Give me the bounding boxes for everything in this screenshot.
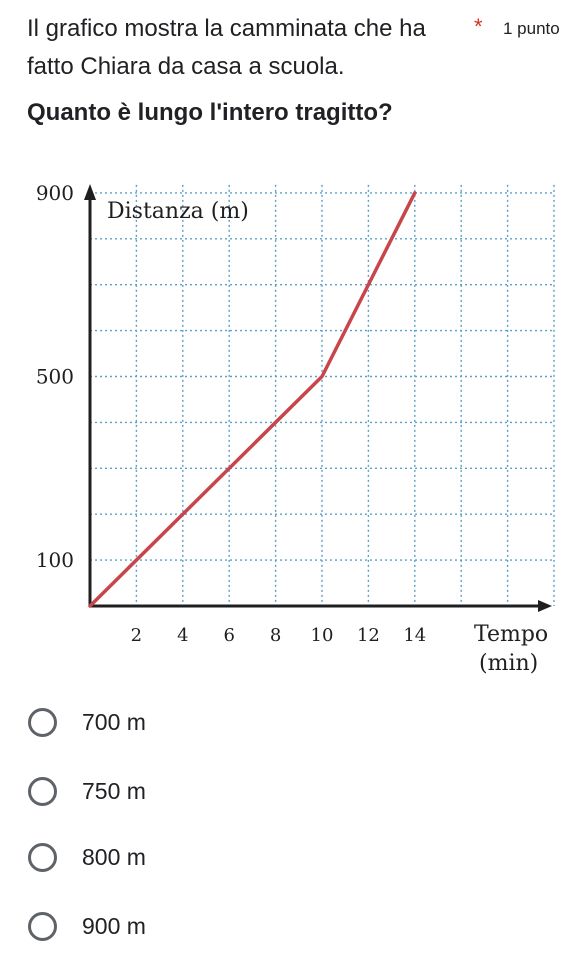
- x-tick-label: 10: [311, 625, 334, 646]
- x-tick-label: 4: [177, 625, 188, 646]
- radio-button[interactable]: [28, 842, 57, 872]
- question-prompt: Quanto è lungo l'intero tragitto?: [27, 99, 393, 126]
- x-axis-label-line2: (min): [479, 651, 538, 676]
- option-label: 800 m: [82, 843, 146, 870]
- y-axis-label: Distanza (m): [107, 199, 249, 224]
- chart-axes: [84, 184, 552, 612]
- option-label: 700 m: [82, 708, 146, 735]
- radio-button[interactable]: [28, 911, 57, 941]
- points-label: 1 punto: [503, 19, 560, 38]
- option-750[interactable]: 750 m: [28, 769, 146, 813]
- x-tick-label: 6: [223, 625, 234, 646]
- x-tick-label: 8: [270, 625, 281, 646]
- x-axis-label-line1: Tempo: [474, 622, 548, 647]
- chart-ticks: 2 4 6 8 10 12 14 100 500 900: [36, 181, 426, 646]
- chart-series: [88, 191, 417, 608]
- distance-time-chart: 2 4 6 8 10 12 14 100 500 900 Distanza (m) Tempo (…: [36, 181, 555, 676]
- option-700[interactable]: 700 m: [28, 700, 146, 744]
- radio-button[interactable]: [28, 707, 57, 737]
- required-asterisk: *: [474, 14, 483, 39]
- option-900[interactable]: 900 m: [28, 904, 146, 948]
- question-text: Il grafico mostra la camminata che ha fa…: [27, 15, 426, 80]
- option-label: 750 m: [82, 777, 146, 804]
- y-tick-label: 900: [36, 181, 74, 205]
- x-axis-arrow: [538, 600, 552, 612]
- y-tick-label: 500: [36, 365, 74, 389]
- x-tick-label: 14: [403, 625, 426, 646]
- x-tick-label: 12: [357, 625, 380, 646]
- radio-button[interactable]: [28, 776, 57, 806]
- distance-line: [88, 191, 417, 608]
- y-axis-arrow: [84, 184, 96, 200]
- option-800[interactable]: 800 m: [28, 835, 146, 879]
- option-label: 900 m: [82, 912, 146, 939]
- x-tick-label: 2: [131, 625, 142, 646]
- y-tick-label: 100: [36, 548, 74, 572]
- chart-grid: [90, 184, 555, 606]
